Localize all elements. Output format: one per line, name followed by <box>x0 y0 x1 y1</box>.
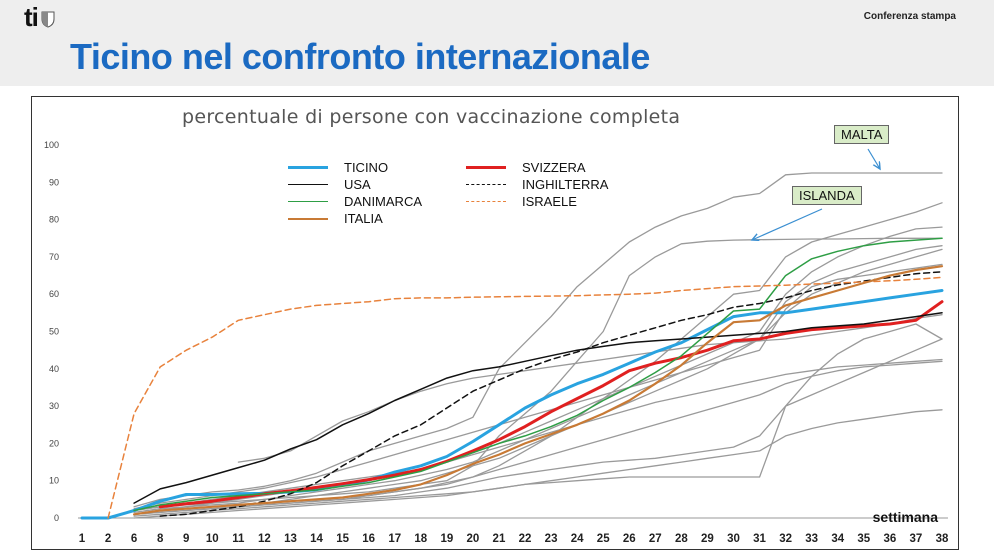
legend-swatch <box>288 201 328 202</box>
legend-swatch <box>288 217 328 220</box>
series-line-other-country <box>133 172 943 508</box>
x-tick-label: 24 <box>571 533 584 545</box>
y-tick-label: 10 <box>49 476 59 486</box>
callout-arrow-malta <box>867 148 880 169</box>
x-tick-label: 20 <box>467 533 480 545</box>
x-tick-label: 30 <box>727 533 740 545</box>
canton-logo: ti <box>24 2 55 33</box>
series-line-israele <box>107 276 943 519</box>
x-axis-label: settimana <box>872 509 938 525</box>
series-line-other-country <box>237 314 943 463</box>
legend-label: DANIMARCA <box>344 194 423 209</box>
legend-label: ISRAELE <box>522 194 577 209</box>
legend-label: INGHILTERRA <box>522 177 609 192</box>
legend: TICINO SVIZZERA USA INGHILTERRA DANIMARCA ISR… <box>288 160 668 228</box>
legend-label: SVIZZERA <box>522 160 586 175</box>
legend-swatch <box>466 184 506 185</box>
series-line-italia <box>133 265 944 516</box>
x-tick-label: 9 <box>183 533 189 545</box>
series-line-other-country <box>133 226 943 515</box>
legend-item-ticino: TICINO <box>288 160 388 175</box>
x-tick-label: 2 <box>105 533 111 545</box>
x-tick-label: 17 <box>388 533 401 545</box>
series-line-other-country <box>133 358 943 512</box>
x-tick-label: 19 <box>440 533 453 545</box>
x-tick-label: 35 <box>857 533 870 545</box>
x-tick-label: 34 <box>831 533 844 545</box>
y-tick-label: 70 <box>49 252 59 262</box>
x-tick-label: 10 <box>206 533 219 545</box>
series-line-other-country <box>133 360 943 515</box>
x-tick-label: 37 <box>910 533 923 545</box>
y-tick-label: 50 <box>49 327 59 337</box>
x-tick-label: 16 <box>362 533 375 545</box>
x-tick-label: 6 <box>131 533 137 545</box>
page-title: Ticino nel confronto internazionale <box>70 36 650 77</box>
x-tick-label: 32 <box>779 533 792 545</box>
x-tick-label: 13 <box>284 533 297 545</box>
logo-text: ti <box>24 2 39 32</box>
x-tick-label: 29 <box>701 533 714 545</box>
series-line-usa <box>133 312 943 504</box>
x-tick-label: 18 <box>414 533 427 545</box>
press-conference-label: Conferenza stampa <box>863 11 956 22</box>
x-tick-label: 31 <box>753 533 766 545</box>
chart-title: percentuale di persone con vaccinazione … <box>182 106 681 128</box>
x-tick-label: 15 <box>336 533 349 545</box>
y-tick-label: 20 <box>49 438 59 448</box>
x-tick-label: 38 <box>936 533 949 545</box>
legend-swatch <box>466 166 506 169</box>
legend-swatch <box>288 166 328 169</box>
x-tick-label: 33 <box>805 533 818 545</box>
legend-item-inghilterra: INGHILTERRA <box>466 177 608 192</box>
x-tick-label: 27 <box>649 533 662 545</box>
x-tick-label: 23 <box>545 533 558 545</box>
legend-swatch <box>466 201 506 202</box>
x-tick-label: 25 <box>597 533 610 545</box>
x-tick-label: 1 <box>79 533 86 545</box>
x-tick-label: 11 <box>232 533 245 545</box>
chart-frame: 0 10 20 30 40 50 60 70 80 90 100 1 2 6 8 9 10 11 12 13 14 15 1… <box>31 96 959 550</box>
header-band <box>0 0 994 86</box>
legend-label: TICINO <box>344 160 389 175</box>
series-line-other-country <box>133 248 943 514</box>
x-tick-label: 12 <box>258 533 271 545</box>
legend-item-danimarca: DANIMARCA <box>288 194 422 209</box>
legend-swatch <box>288 184 328 185</box>
legend-item-israele: ISRAELE <box>466 194 577 209</box>
series-line-svizzera <box>158 300 944 509</box>
y-tick-label: 30 <box>49 401 59 411</box>
x-tick-label: 22 <box>519 533 532 545</box>
y-tick-label: 90 <box>49 177 59 187</box>
y-tick-label: 0 <box>54 513 59 523</box>
x-tick-label: 26 <box>623 533 636 545</box>
x-tick-label: 14 <box>310 533 323 545</box>
legend-label: USA <box>344 177 371 192</box>
legend-item-usa: USA <box>288 177 371 192</box>
series-line-other-country <box>133 338 943 519</box>
x-tick-label: 28 <box>675 533 688 545</box>
callout-arrow-islanda <box>752 208 823 240</box>
legend-item-svizzera: SVIZZERA <box>466 160 586 175</box>
y-tick-label: 40 <box>49 364 59 374</box>
x-tick-label: 21 <box>493 533 506 545</box>
callout-malta: MALTA <box>834 125 890 144</box>
y-tick-label: 80 <box>49 215 59 225</box>
y-tick-label: 60 <box>49 289 59 299</box>
series-line-other-country <box>133 245 943 515</box>
y-tick-label: 100 <box>44 140 59 150</box>
x-tick-label: 36 <box>883 533 896 545</box>
series-line-ticino <box>80 289 944 520</box>
x-tick-label: 8 <box>157 533 164 545</box>
series-line-danimarca <box>133 237 943 512</box>
series-line-other-country <box>133 409 943 517</box>
legend-label: ITALIA <box>344 211 383 226</box>
legend-item-italia: ITALIA <box>288 211 383 226</box>
canton-shield-icon <box>41 11 55 28</box>
series-line-inghilterra <box>159 271 943 517</box>
series-line-other-country <box>133 263 943 510</box>
callout-islanda: ISLANDA <box>792 186 862 205</box>
